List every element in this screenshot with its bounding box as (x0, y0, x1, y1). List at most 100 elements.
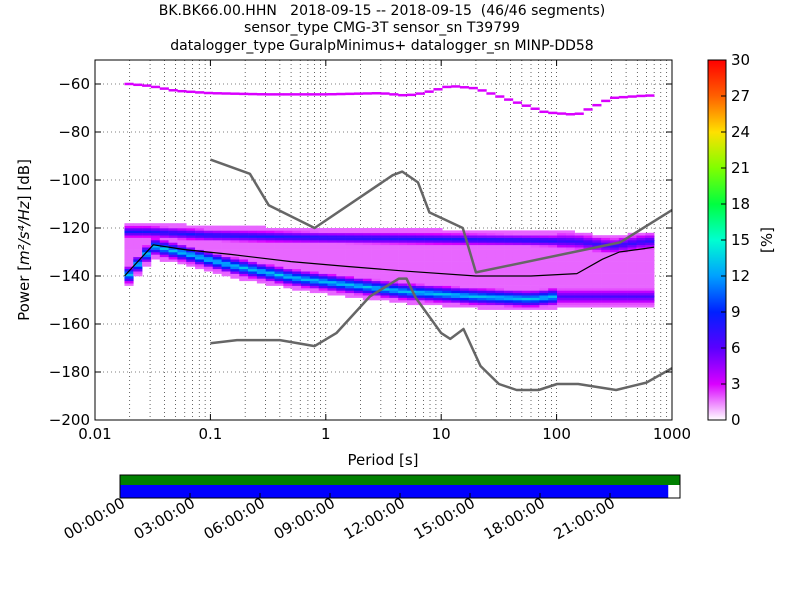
histogram-cell (459, 300, 470, 303)
histogram-cell (636, 240, 646, 243)
histogram-cell (636, 256, 646, 260)
histogram-cell (583, 271, 593, 274)
histogram-cell (583, 249, 593, 253)
histogram-cell (512, 278, 523, 282)
histogram-cell (583, 261, 593, 265)
histogram-cell (133, 228, 143, 231)
histogram-cell (609, 259, 620, 262)
histogram-cell (548, 278, 558, 282)
histogram-cell (645, 254, 655, 258)
histogram-cell (477, 276, 487, 279)
histogram-cell (539, 280, 549, 284)
histogram-cell (362, 256, 372, 260)
histogram-cell (521, 285, 531, 289)
histogram-cell (318, 254, 328, 258)
histogram-cell (618, 264, 628, 267)
mean-curve (124, 244, 655, 277)
histogram-cell (256, 249, 267, 253)
histogram-cell (486, 300, 496, 303)
histogram-cell-high (636, 94, 646, 98)
histogram-cell (592, 273, 602, 277)
histogram-cell (601, 285, 611, 289)
histogram-cell (362, 254, 372, 258)
histogram-cell (371, 232, 381, 236)
histogram-cell (451, 290, 461, 294)
histogram-cell (618, 273, 628, 277)
histogram-cell (221, 264, 231, 267)
histogram-cell (248, 254, 258, 258)
histogram-cell (574, 280, 584, 284)
histogram-cell (468, 247, 478, 250)
histogram-cell (248, 271, 258, 274)
histogram-cell (451, 256, 461, 260)
histogram-cell (327, 240, 337, 243)
histogram-cell (539, 292, 549, 296)
histogram-cell (645, 268, 655, 272)
histogram-cell (406, 276, 417, 279)
psd-coverage-bar (120, 485, 669, 498)
histogram-cell (565, 295, 575, 298)
histogram-cell (627, 276, 637, 279)
histogram-cell (327, 290, 337, 294)
histogram-cell (345, 278, 355, 282)
histogram-cell (557, 280, 567, 284)
histogram-cell (495, 271, 505, 274)
histogram-cell (583, 242, 593, 246)
histogram-cell (512, 266, 523, 270)
histogram-cell (521, 259, 531, 262)
histogram-cell (415, 300, 425, 303)
histogram-cell (442, 259, 452, 262)
histogram-cell (309, 254, 319, 258)
histogram-cell (248, 235, 258, 238)
histogram-cell (318, 244, 328, 248)
histogram-cell (318, 259, 328, 262)
histogram-cell (645, 292, 655, 296)
histogram-cell (283, 285, 293, 289)
histogram-cell (583, 288, 593, 291)
title-line-1: BK.BK66.00.HHN 2018-09-15 -- 2018-09-15 … (158, 3, 606, 19)
histogram-cell (133, 271, 143, 274)
histogram-cell (380, 242, 390, 246)
histogram-cell (248, 228, 258, 231)
histogram-cell (495, 264, 505, 267)
histogram-cell (230, 235, 240, 238)
histogram-cell (327, 276, 337, 279)
histogram-cell (477, 302, 487, 306)
histogram-cell (371, 228, 381, 231)
histogram-cell (459, 252, 470, 255)
histogram-cell (433, 302, 443, 306)
histogram-cell (592, 304, 602, 308)
histogram-cell (433, 268, 443, 272)
histogram-cell (592, 290, 602, 294)
histogram-cell (371, 235, 381, 238)
histogram-cell (150, 225, 161, 229)
histogram-cell (406, 242, 417, 246)
histogram-cell (406, 247, 417, 250)
histogram-cell (336, 266, 346, 270)
histogram-cell (451, 285, 461, 289)
histogram-cell (389, 276, 399, 279)
histogram-cell-high (283, 93, 293, 96)
histogram-cell-high (380, 92, 390, 95)
histogram-cell (645, 295, 655, 298)
histogram-cell (451, 297, 461, 301)
histogram-cell (274, 232, 284, 236)
histogram-cell (239, 268, 249, 272)
histogram-cell (327, 285, 337, 289)
histogram-cell (195, 230, 205, 234)
histogram-cell (301, 278, 311, 282)
histogram-cell (221, 242, 231, 246)
histogram-cell (512, 304, 523, 308)
histogram-cell (477, 288, 487, 291)
histogram-cell (574, 300, 584, 303)
histogram-cell (486, 283, 496, 286)
histogram-cell (486, 297, 496, 301)
histogram-cell (309, 240, 319, 243)
histogram-cell (442, 261, 452, 265)
histogram-cell (645, 259, 655, 262)
histogram-cell (124, 278, 134, 282)
histogram-cell (486, 266, 496, 270)
histogram-cell (406, 264, 417, 267)
histogram-cell (557, 271, 567, 274)
histogram-cell (424, 300, 434, 303)
